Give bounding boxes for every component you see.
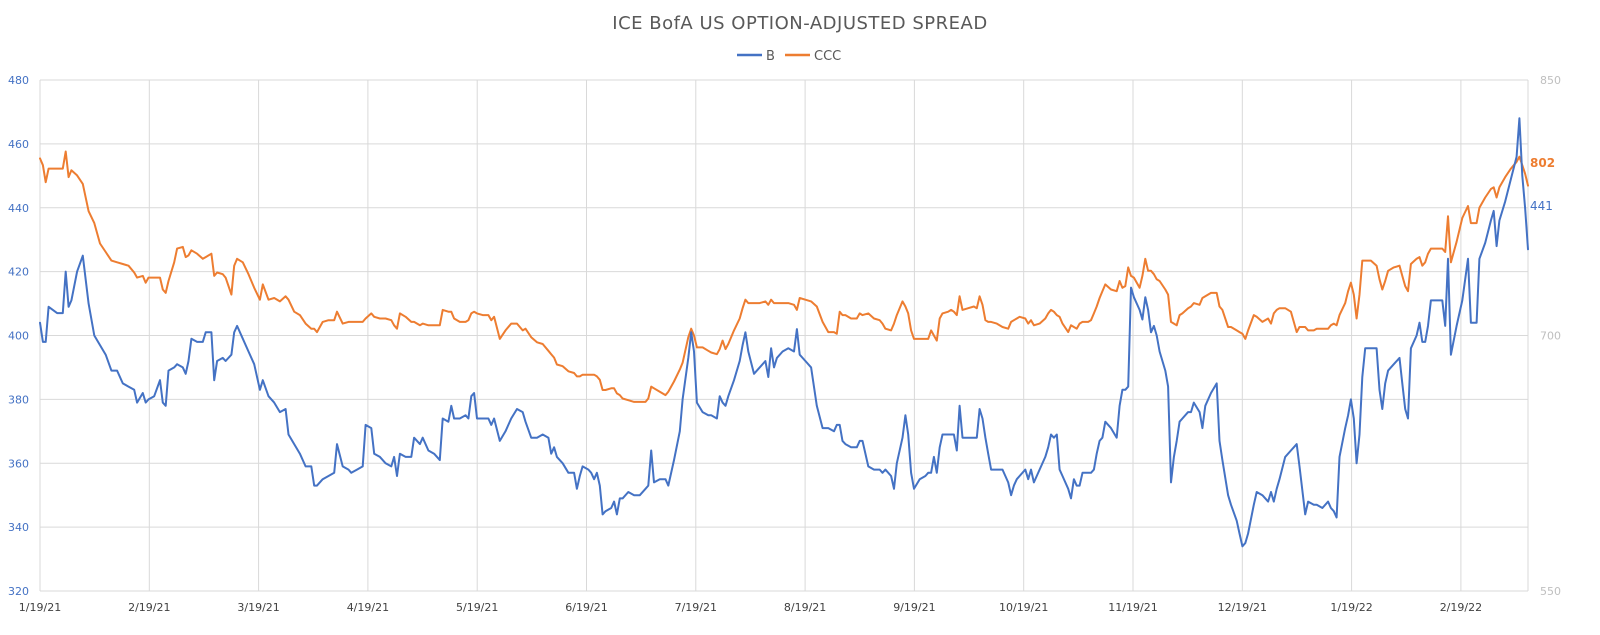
left-tick-440: 440 (8, 202, 29, 215)
x-tick-3: 4/19/21 (347, 601, 389, 614)
x-tick-0: 1/19/21 (19, 601, 61, 614)
left-tick-480: 480 (8, 74, 29, 87)
left-tick-320: 320 (8, 585, 29, 598)
legend-label-ccc: CCC (814, 49, 841, 64)
series-line-ccc (39, 150, 1529, 403)
left-tick-400: 400 (8, 330, 29, 343)
legend: B CCC (737, 49, 841, 64)
x-tick-9: 10/19/21 (999, 601, 1048, 614)
x-tick-10: 11/19/21 (1108, 601, 1157, 614)
legend-label-b: B (766, 49, 775, 64)
x-tick-6: 7/19/21 (675, 601, 717, 614)
x-axis-ticks: 1/19/21 2/19/21 3/19/21 4/19/21 5/19/21 6/19/… (19, 601, 1482, 614)
series-lines (39, 117, 1529, 548)
left-tick-340: 340 (8, 521, 29, 534)
left-axis-ticks: 320 340 360 380 400 420 440 460 480 (8, 74, 29, 598)
end-label-b: 441 (1530, 199, 1553, 213)
x-tick-11: 12/19/21 (1218, 601, 1267, 614)
x-tick-13: 2/19/22 (1440, 601, 1482, 614)
left-tick-460: 460 (8, 138, 29, 151)
x-tick-12: 1/19/22 (1330, 601, 1372, 614)
right-tick-700: 700 (1540, 330, 1561, 343)
x-tick-2: 3/19/21 (237, 601, 279, 614)
series-line-b (39, 117, 1529, 548)
left-tick-360: 360 (8, 457, 29, 470)
chart-title: ICE BofA US OPTION-ADJUSTED SPREAD (612, 13, 987, 34)
vertical-gridlines (39, 80, 1529, 591)
left-tick-380: 380 (8, 393, 29, 406)
right-tick-550: 550 (1540, 585, 1561, 598)
x-tick-7: 8/19/21 (784, 601, 826, 614)
x-tick-5: 6/19/21 (565, 601, 607, 614)
horizontal-gridlines (40, 79, 1528, 592)
left-tick-420: 420 (8, 266, 29, 279)
x-tick-8: 9/19/21 (893, 601, 935, 614)
x-tick-1: 2/19/21 (128, 601, 170, 614)
x-tick-4: 5/19/21 (456, 601, 498, 614)
end-label-ccc: 802 (1530, 156, 1555, 170)
right-axis-ticks: 550 700 850 (1540, 74, 1561, 598)
right-tick-850: 850 (1540, 74, 1561, 87)
